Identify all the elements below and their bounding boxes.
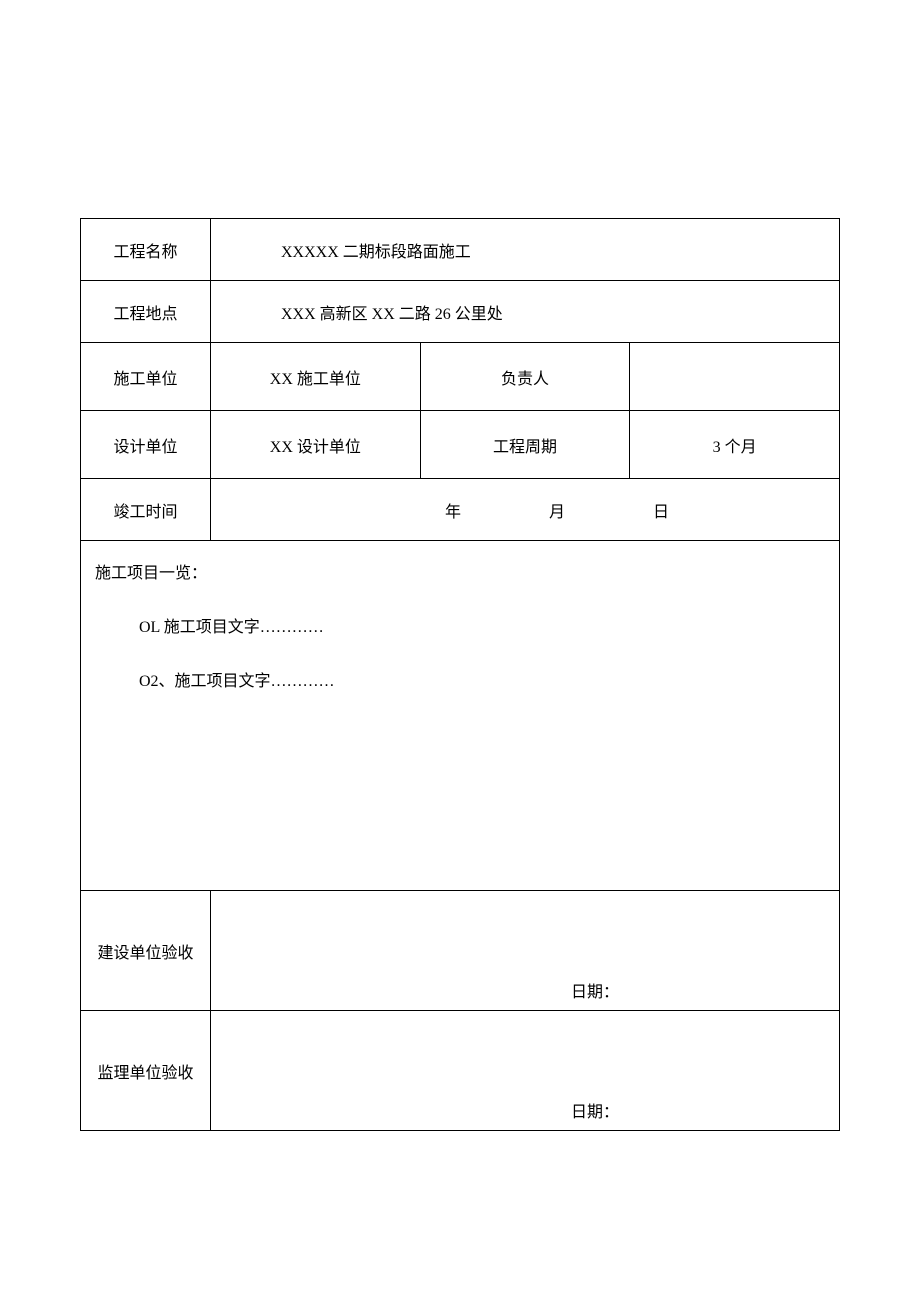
label-responsible-person: 负责人 xyxy=(420,343,630,411)
owner-date-label: 日期： xyxy=(571,978,619,1002)
form-table: 工程名称 XXXXX 二期标段路面施工 工程地点 XXX 高新区 XX 二路 2… xyxy=(80,218,840,1131)
label-construction-unit: 施工单位 xyxy=(81,343,211,411)
item-1: OL 施工项目文字………… xyxy=(139,613,825,637)
value-project-name: XXXXX 二期标段路面施工 xyxy=(211,219,840,281)
value-construction-unit: XX 施工单位 xyxy=(211,343,421,411)
label-project-name: 工程名称 xyxy=(81,219,211,281)
label-project-location: 工程地点 xyxy=(81,281,211,343)
label-supervisor-accept: 监理单位验收 xyxy=(81,1011,211,1131)
document-page: 工程名称 XXXXX 二期标段路面施工 工程地点 XXX 高新区 XX 二路 2… xyxy=(0,0,920,1211)
value-project-location: XXX 高新区 XX 二路 26 公里处 xyxy=(211,281,840,343)
owner-accept-area: 日期： xyxy=(211,891,840,1011)
value-responsible-person xyxy=(630,343,840,411)
label-owner-accept: 建设单位验收 xyxy=(81,891,211,1011)
value-completion-date: 年 月 日 xyxy=(211,479,840,541)
value-project-period: 3 个月 xyxy=(630,411,840,479)
supervisor-accept-area: 日期： xyxy=(211,1011,840,1131)
items-section: 施工项目一览： OL 施工项目文字………… O2、施工项目文字………… xyxy=(81,541,840,891)
item-2: O2、施工项目文字………… xyxy=(139,667,825,691)
label-completion-time: 竣工时间 xyxy=(81,479,211,541)
label-design-unit: 设计单位 xyxy=(81,411,211,479)
day-label: 日 xyxy=(653,504,669,521)
supervisor-date-label: 日期： xyxy=(571,1098,619,1122)
month-label: 月 xyxy=(549,504,565,521)
items-title: 施工项目一览： xyxy=(95,559,825,583)
year-label: 年 xyxy=(445,504,461,521)
label-project-period: 工程周期 xyxy=(420,411,630,479)
value-design-unit: XX 设计单位 xyxy=(211,411,421,479)
